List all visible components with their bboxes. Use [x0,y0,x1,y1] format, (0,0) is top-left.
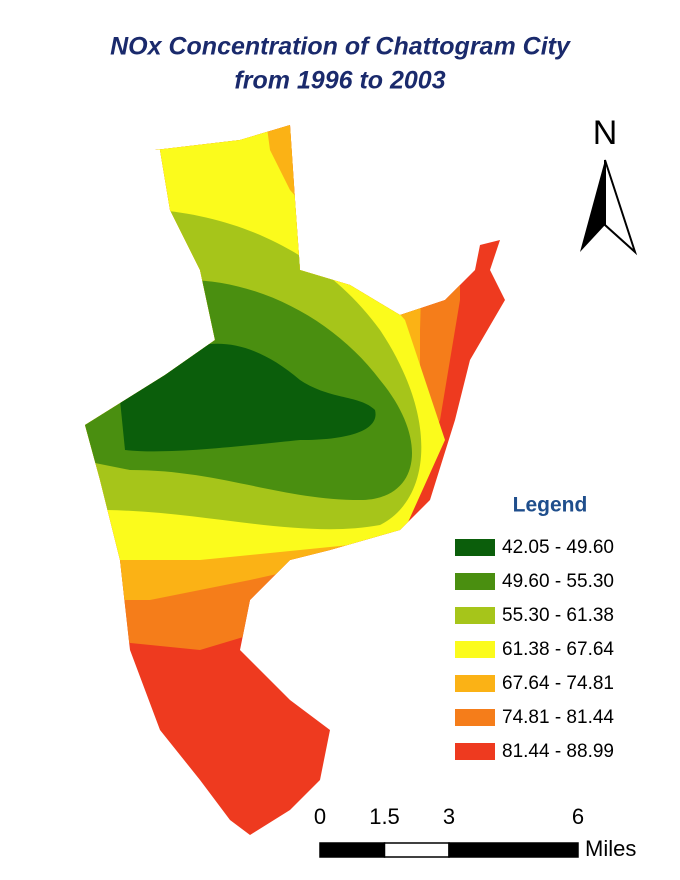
legend-swatch [455,539,495,556]
legend-label: 49.60 - 55.30 [502,571,614,592]
legend-swatch [455,607,495,624]
legend-label: 81.44 - 88.99 [502,741,614,762]
scale-segment [448,842,579,858]
legend-swatch [455,743,495,760]
scale-tick-label: 3 [443,804,455,829]
scale-unit: Miles [585,836,636,861]
legend-swatch [455,675,495,692]
legend-label: 67.64 - 74.81 [502,673,614,694]
legend: 42.05 - 49.60 49.60 - 55.30 55.30 - 61.38 6… [455,537,614,762]
arrow-right [604,159,638,256]
legend-label: 42.05 - 49.60 [502,537,614,558]
scale-bar: 0 1.5 3 6 [314,804,584,858]
north-arrow: N [580,114,638,256]
scale-tick-label: 6 [572,804,584,829]
legend-label: 61.38 - 67.64 [502,639,614,660]
scale-segment [319,842,386,858]
legend-swatch [455,709,495,726]
legend-title: Legend [513,494,588,517]
north-label: N [593,114,618,152]
arrow-left [580,160,605,252]
legend-label: 74.81 - 81.44 [502,707,614,728]
map-title: NOx Concentration of Chattogram City [110,33,571,61]
scale-segment [383,842,450,858]
legend-label: 55.30 - 61.38 [502,605,614,626]
zone [120,343,376,452]
scale-tick-label: 0 [314,804,326,829]
legend-swatch [455,573,495,590]
scale-tick-label: 1.5 [369,804,400,829]
map-title: from 1996 to 2003 [234,67,445,95]
legend-swatch [455,641,495,658]
